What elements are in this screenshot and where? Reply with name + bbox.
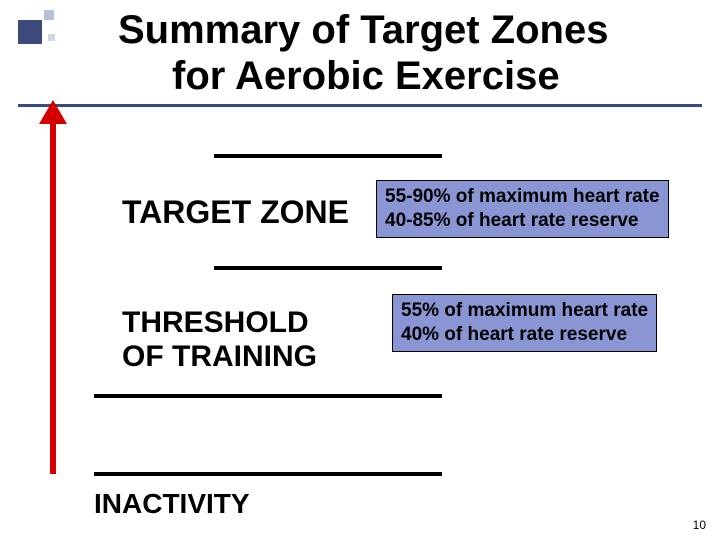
target-zone-info-line1: 55-90% of maximum heart rate [385, 185, 660, 209]
inactivity-label: INACTIVITY [94, 488, 250, 520]
intensity-arrow-shaft [50, 118, 56, 474]
title-decorator [18, 6, 60, 48]
page-title-line1: Summary of Target Zones [118, 8, 608, 53]
threshold-info-line2: 40% of heart rate reserve [401, 323, 648, 347]
threshold-info-line1: 55% of maximum heart rate [401, 299, 648, 323]
target-zone-info-box: 55-90% of maximum heart rate 40-85% of h… [376, 180, 669, 238]
divider-bottom [94, 472, 442, 476]
threshold-label-line1: THRESHOLD [122, 306, 309, 340]
decorator-big-square [18, 20, 42, 44]
divider-top [214, 154, 442, 158]
decorator-tiny-square [48, 34, 55, 41]
divider-lower [94, 394, 442, 398]
divider-mid [214, 266, 442, 270]
decorator-small-square [44, 10, 54, 20]
intensity-arrow-head [39, 100, 67, 124]
target-zone-info-line2: 40-85% of heart rate reserve [385, 209, 660, 233]
page-title-line2: for Aerobic Exercise [172, 54, 560, 99]
title-underline [18, 104, 702, 107]
page-number: 10 [693, 518, 706, 532]
target-zone-label: TARGET ZONE [122, 194, 349, 231]
threshold-info-box: 55% of maximum heart rate 40% of heart r… [392, 294, 657, 352]
threshold-label-line2: OF TRAINING [122, 340, 317, 374]
